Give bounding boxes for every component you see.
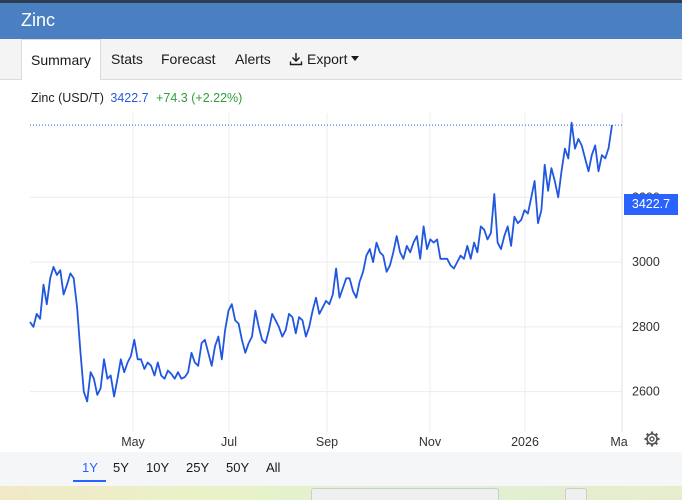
x-tick-label: 2026 bbox=[511, 435, 539, 449]
tab-forecast[interactable]: Forecast bbox=[161, 51, 216, 67]
tab-alerts[interactable]: Alerts bbox=[235, 51, 271, 67]
range-50y-button[interactable]: 50Y bbox=[226, 460, 250, 475]
y-tick-label: 3000 bbox=[632, 255, 660, 269]
tab-stats[interactable]: Stats bbox=[111, 51, 143, 67]
tab-summary[interactable]: Summary bbox=[21, 39, 101, 81]
x-tick-label: Sep bbox=[316, 435, 338, 449]
y-tick-label: 2600 bbox=[632, 385, 660, 399]
last-price-label: 3422.7 bbox=[624, 194, 678, 215]
range-1y-button[interactable]: 1Y bbox=[82, 460, 98, 475]
legend-price: 3422.7 bbox=[110, 91, 149, 105]
x-tick-label: May bbox=[121, 435, 145, 449]
range-selector: 1Y 5Y 10Y 25Y 50Y All bbox=[0, 452, 682, 486]
chart-legend: Zinc (USD/T) 3422.7 +74.3 (+2.22%) bbox=[31, 91, 242, 105]
y-tick-label: 2800 bbox=[632, 320, 660, 334]
taskbar-tab[interactable] bbox=[565, 488, 587, 500]
window-title: Zinc bbox=[21, 10, 56, 30]
legend-symbol: Zinc (USD/T) bbox=[31, 91, 104, 105]
tab-export-label: Export bbox=[307, 51, 348, 67]
gear-icon[interactable] bbox=[644, 431, 660, 447]
chevron-down-icon bbox=[351, 56, 360, 61]
price-series-line bbox=[29, 121, 613, 403]
window-top-edge bbox=[0, 0, 682, 3]
taskbar-strip bbox=[0, 486, 682, 500]
taskbar-tab[interactable] bbox=[311, 488, 499, 500]
active-range-indicator bbox=[73, 480, 106, 482]
tab-bar: Summary Stats Forecast Alerts Export bbox=[0, 39, 682, 81]
tab-export[interactable]: Export bbox=[289, 39, 360, 80]
title-bar: Zinc bbox=[0, 3, 682, 39]
legend-change: +74.3 (+2.22%) bbox=[156, 91, 243, 105]
range-all-button[interactable]: All bbox=[266, 460, 281, 475]
download-icon bbox=[289, 53, 303, 66]
range-10y-button[interactable]: 10Y bbox=[146, 460, 170, 475]
x-tick-label: Nov bbox=[419, 435, 442, 449]
x-tick-label: Ma bbox=[610, 435, 627, 449]
x-tick-label: Jul bbox=[221, 435, 237, 449]
range-5y-button[interactable]: 5Y bbox=[113, 460, 129, 475]
range-25y-button[interactable]: 25Y bbox=[186, 460, 210, 475]
price-chart[interactable]: 2600280030003200MayJulSepNov2026Ma bbox=[0, 80, 682, 458]
chart-panel: 2600280030003200MayJulSepNov2026Ma Zinc … bbox=[0, 80, 682, 458]
